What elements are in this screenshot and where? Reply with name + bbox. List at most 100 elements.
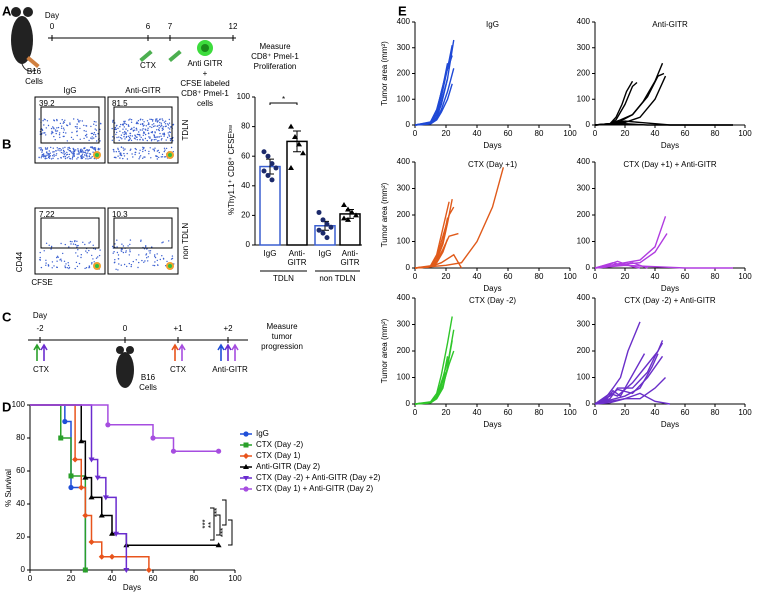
flow-event <box>127 245 129 247</box>
y-tick-label: 300 <box>577 320 591 329</box>
flow-event <box>46 148 48 150</box>
flow-event <box>98 254 101 257</box>
flow-event <box>112 148 115 151</box>
flow-event <box>152 148 154 150</box>
flow-event <box>77 149 79 151</box>
syringe-a <box>26 49 182 69</box>
flow-event <box>133 126 135 129</box>
x-tick-label: 80 <box>535 272 544 281</box>
flow-event <box>134 153 136 156</box>
flow-event <box>76 245 78 247</box>
flow-event <box>162 241 164 243</box>
flow-event <box>138 133 141 136</box>
flow-event <box>148 153 150 155</box>
flow-event <box>48 153 50 155</box>
flow-event <box>162 126 164 128</box>
flow-event <box>85 250 87 252</box>
flow-event <box>125 133 127 135</box>
flow-event <box>153 264 156 267</box>
flow-event <box>142 139 144 141</box>
flow-event <box>156 158 158 160</box>
flow-event <box>120 134 123 136</box>
x-tick-label: 60 <box>149 574 158 583</box>
x-tick-label: 80 <box>190 574 199 583</box>
flow-event <box>87 149 89 151</box>
flow-event <box>76 123 78 125</box>
flow-event <box>80 254 83 256</box>
flow-event <box>90 132 93 135</box>
flow-event <box>64 119 66 122</box>
flow-event <box>56 130 59 132</box>
flow-event <box>123 133 126 136</box>
flow-event <box>71 131 73 134</box>
flow-event <box>125 251 127 253</box>
flow-event <box>156 121 159 123</box>
measure-label: Measure <box>259 42 291 51</box>
flow-event <box>85 130 87 132</box>
chart-title: Anti-GITR <box>652 20 688 29</box>
flow-event <box>120 123 122 126</box>
flow-event <box>71 158 74 160</box>
significance-bracket <box>228 519 233 546</box>
flow-event <box>115 128 117 131</box>
x-tick-label: 20 <box>442 129 451 138</box>
tumor-line <box>414 253 463 269</box>
flow-event <box>61 125 63 127</box>
significance-label: *** <box>213 508 222 517</box>
flow-event <box>68 267 70 270</box>
flow-event <box>89 157 91 160</box>
flow-event <box>97 256 99 258</box>
ctx-label: CTX <box>140 61 157 70</box>
flow-event <box>135 151 137 154</box>
flow-event <box>135 148 137 151</box>
flow-event <box>144 137 147 140</box>
flow-event <box>83 124 85 127</box>
gate-value: 39.2 <box>39 99 55 108</box>
flow-event <box>153 149 155 151</box>
flow-event <box>132 130 135 132</box>
legend-label: CTX (Day 1) + Anti-GITR (Day 2) <box>256 484 373 493</box>
significance-bracket <box>216 514 221 536</box>
flow-event <box>85 153 88 155</box>
flow-event <box>123 155 126 157</box>
flow-event <box>115 157 117 159</box>
y-tick-label: 400 <box>577 17 591 26</box>
flow-event <box>115 268 117 270</box>
flow-event <box>129 243 131 246</box>
flow-event <box>124 148 126 150</box>
flow-event <box>84 267 86 270</box>
flow-event <box>38 118 40 120</box>
day-label: Day <box>45 11 59 20</box>
flow-event <box>76 240 78 242</box>
x-tick-label: 60 <box>681 129 690 138</box>
flow-event <box>59 136 61 139</box>
flow-event <box>94 147 96 149</box>
flow-event <box>117 155 119 157</box>
b16-label: B16 <box>141 373 156 382</box>
flow-row-label: non TDLN <box>181 223 190 260</box>
x-tick-label: IgG <box>319 249 332 258</box>
flow-event <box>117 254 120 256</box>
y-tick-label: 60 <box>241 151 250 160</box>
flow-event <box>147 132 150 134</box>
y-axis-label: % Survival <box>4 469 13 507</box>
data-point <box>320 230 326 236</box>
flow-event <box>138 158 140 160</box>
y-tick-label: 400 <box>397 293 411 302</box>
flow-event <box>69 122 71 124</box>
flow-event <box>91 136 93 138</box>
data-point <box>349 209 355 215</box>
flow-event <box>98 149 100 151</box>
flow-event <box>161 118 163 120</box>
flow-event <box>129 149 131 151</box>
flow-event <box>127 130 129 132</box>
flow-event <box>84 151 86 154</box>
flow-event <box>136 133 139 136</box>
flow-event <box>134 135 137 137</box>
flow-event <box>143 132 146 134</box>
flow-gate <box>113 217 173 249</box>
flow-gate <box>40 106 100 144</box>
flow-event <box>60 127 63 129</box>
legend-marker <box>243 453 249 459</box>
